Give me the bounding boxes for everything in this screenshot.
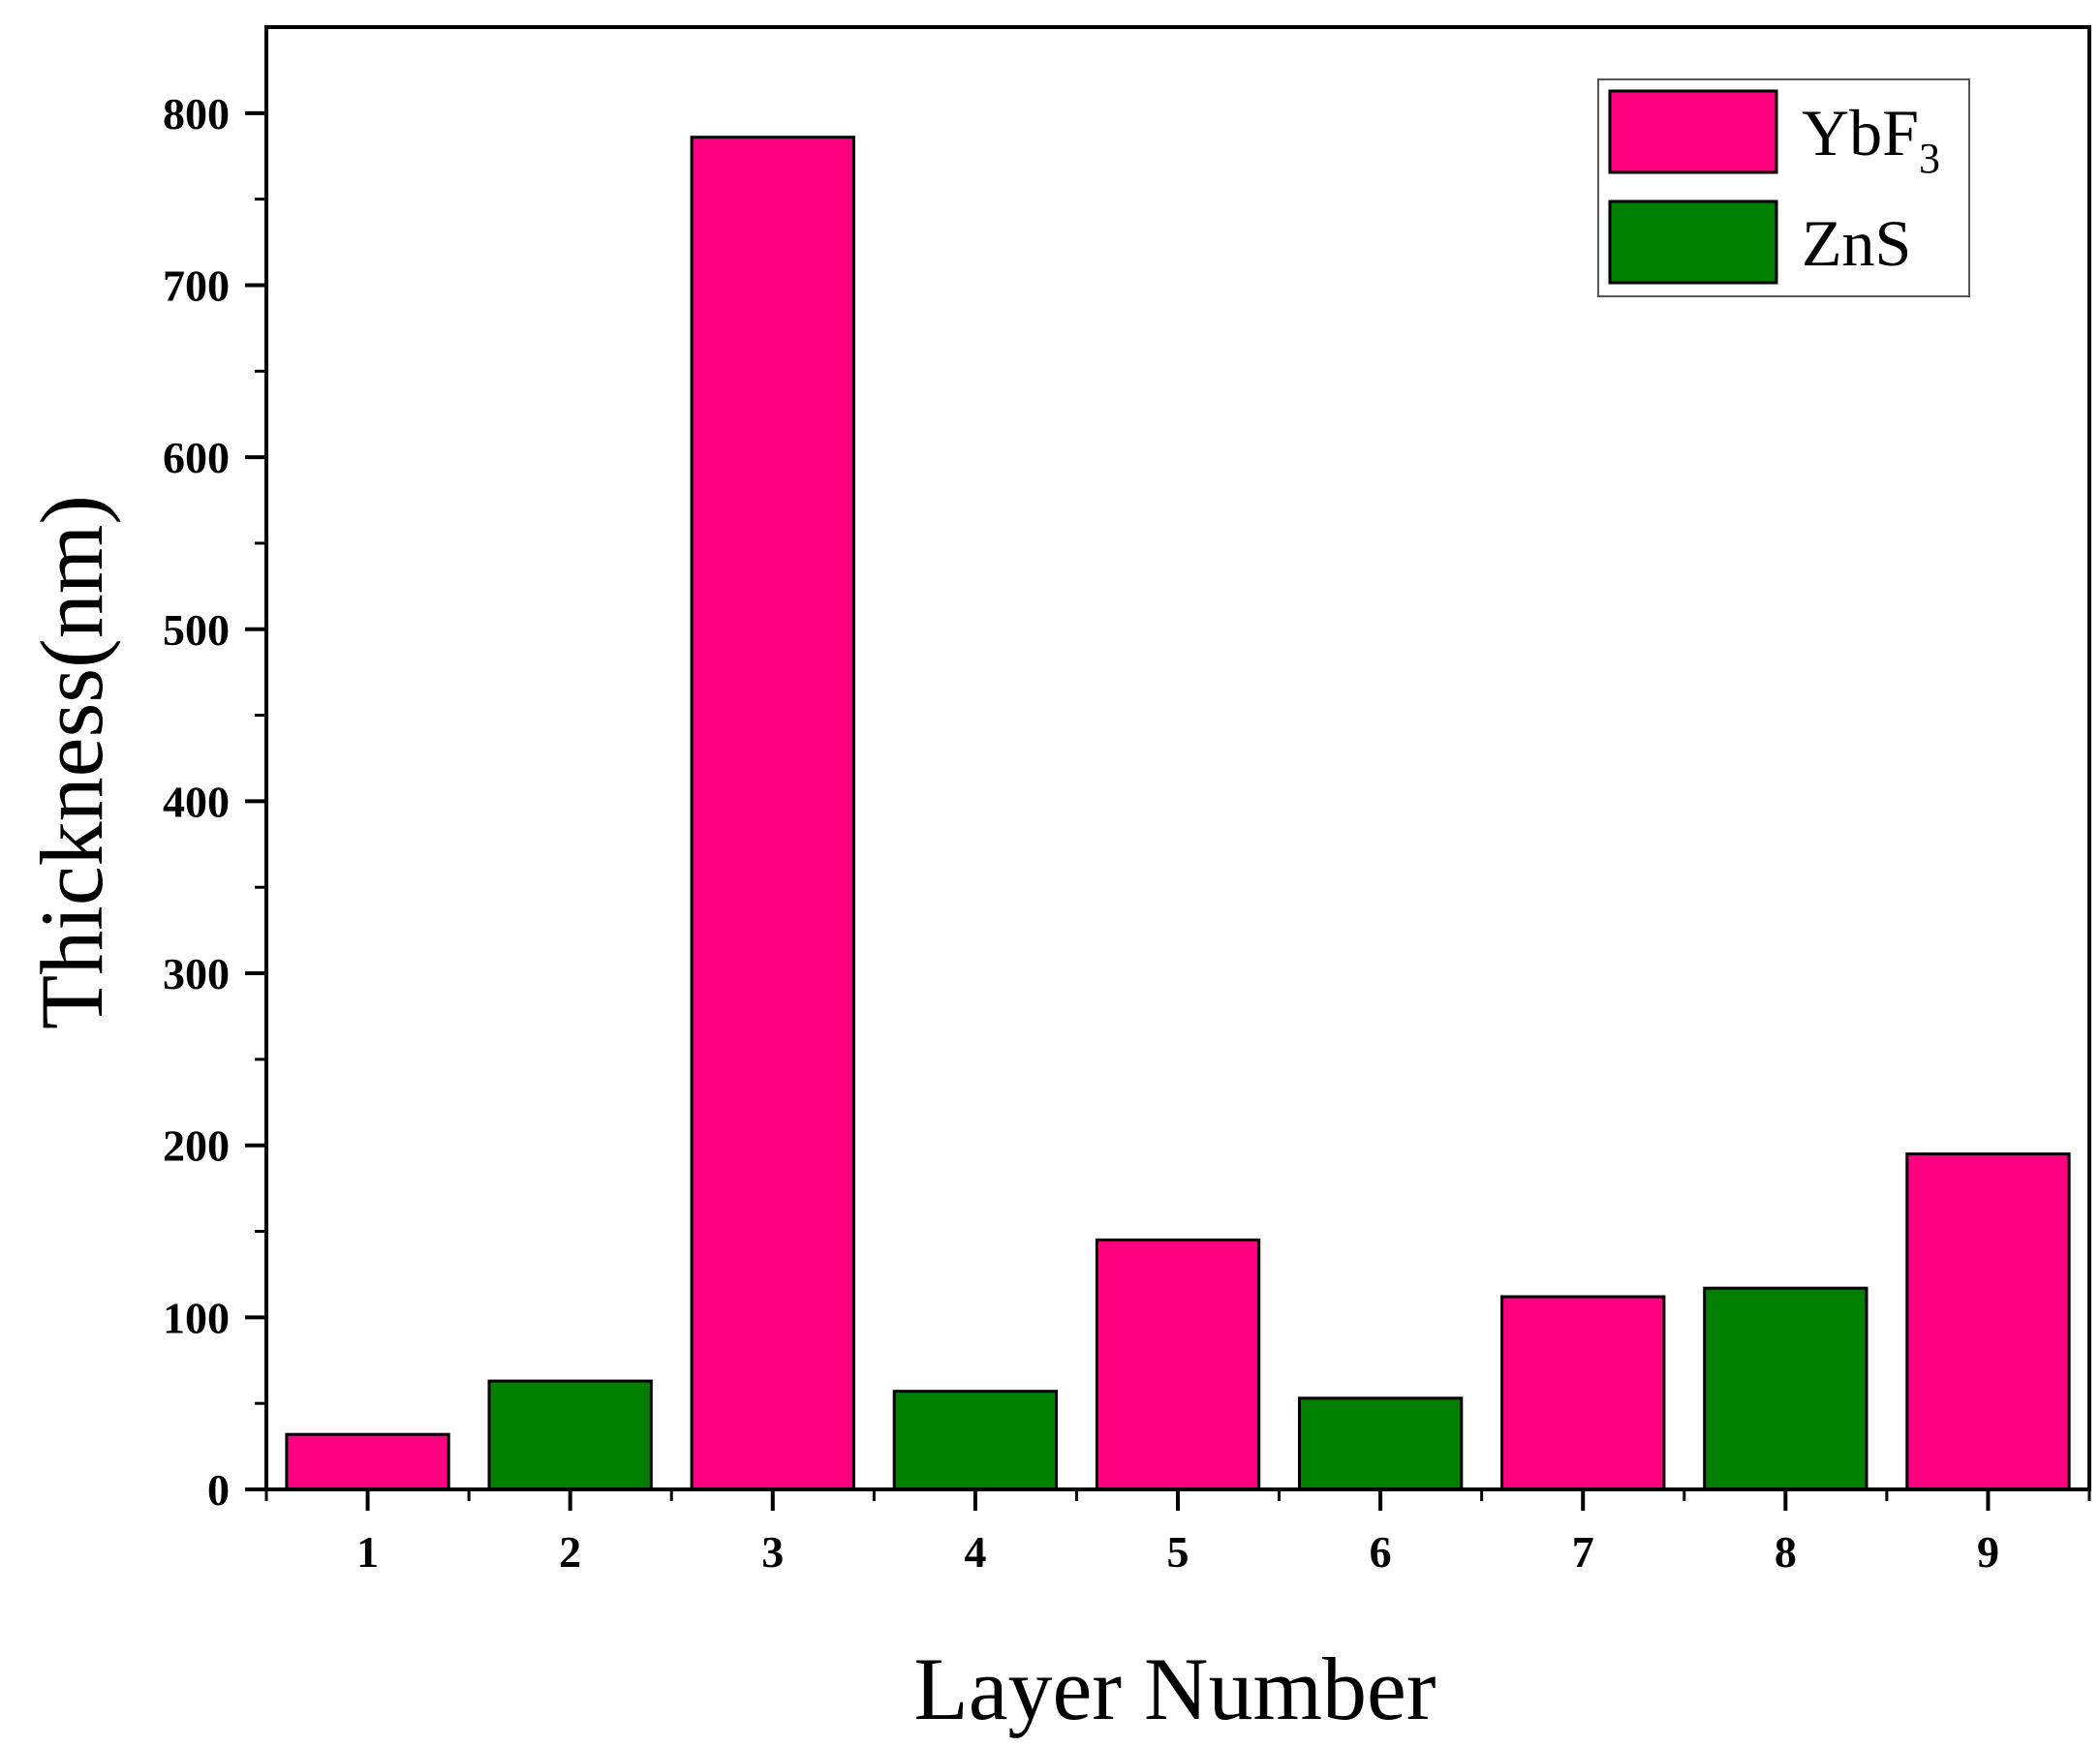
bar-layer-7 — [1500, 1295, 1666, 1491]
x-tick-label: 7 — [1572, 1527, 1594, 1577]
bar-layer-4 — [892, 1390, 1059, 1491]
x-tick-label: 8 — [1775, 1527, 1797, 1577]
bar-layer-3 — [690, 136, 855, 1491]
bar-layer-6 — [1298, 1396, 1464, 1491]
legend-swatch-ybf3 — [1608, 89, 1778, 174]
bar-layer-2 — [487, 1379, 653, 1491]
bar-layer-1 — [285, 1432, 450, 1491]
bar-layer-5 — [1095, 1238, 1261, 1491]
y-tick-label: 400 — [163, 777, 230, 826]
y-tick-label: 800 — [163, 89, 230, 138]
x-tick-label: 1 — [356, 1527, 379, 1577]
x-tick-label: 3 — [761, 1527, 784, 1577]
x-tick-label: 2 — [559, 1527, 581, 1577]
y-axis-title: Thickness(nm) — [22, 495, 121, 1029]
ticks: 0 100 200 300 400 500 600 700 800 1 2 3 4 5 6 7 8 9 — [163, 89, 2091, 1577]
y-tick-label: 700 — [163, 261, 230, 310]
legend-label-zns: ZnS — [1802, 206, 1911, 280]
bar-layer-8 — [1703, 1286, 1868, 1491]
y-tick-label: 0 — [207, 1465, 230, 1515]
legend-label-ybf3: YbF3 — [1802, 96, 1940, 182]
y-tick-label: 500 — [163, 605, 230, 655]
y-tick-label: 100 — [163, 1293, 230, 1342]
bar-layer-9 — [1905, 1152, 2071, 1491]
x-axis-title: Layer Number — [914, 1640, 1436, 1738]
legend-subscript: 3 — [1919, 135, 1940, 182]
legend-swatch-zns — [1608, 199, 1778, 285]
y-tick-label: 200 — [163, 1121, 230, 1171]
bars — [285, 136, 2071, 1491]
y-tick-label: 300 — [163, 949, 230, 998]
x-tick-label: 4 — [964, 1527, 986, 1577]
x-tick-label: 9 — [1977, 1527, 1999, 1577]
legend: YbF3 ZnS — [1597, 78, 1970, 297]
x-tick-label: 5 — [1167, 1527, 1189, 1577]
y-tick-label: 600 — [163, 433, 230, 482]
x-tick-label: 6 — [1370, 1527, 1392, 1577]
